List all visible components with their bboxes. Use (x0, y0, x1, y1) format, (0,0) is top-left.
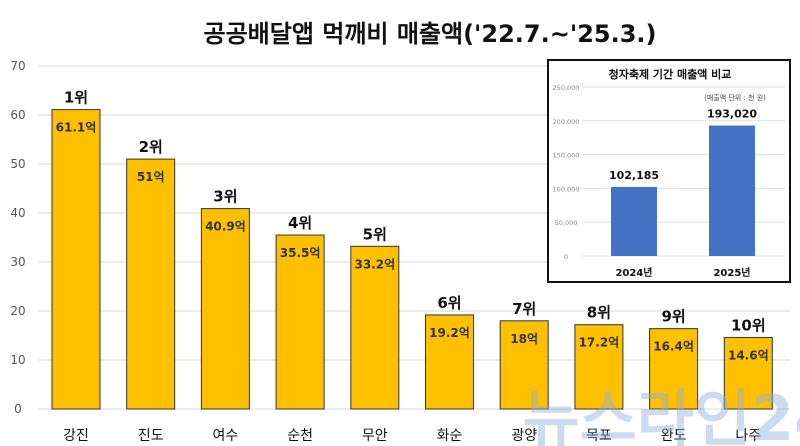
value-label: 19.2억 (429, 326, 470, 340)
x-tick-label: 여수 (213, 428, 239, 444)
value-label: 14.6억 (728, 348, 769, 362)
inset-subtitle: (매출액 단위 : 천 원) (704, 93, 766, 102)
rank-label: 1위 (64, 89, 88, 107)
value-label: 16.4억 (653, 340, 694, 354)
bar (200, 208, 250, 410)
x-tick-label: 광양 (511, 428, 537, 444)
bar (275, 234, 325, 410)
x-tick-label: 나주 (735, 428, 761, 444)
x-tick-label: 목포 (586, 428, 612, 444)
rank-label: 5위 (363, 225, 387, 243)
y-tick-label: 50 (10, 157, 25, 171)
inset-bar (709, 125, 755, 256)
y-tick-label: 40 (10, 206, 25, 220)
y-tick-label: 10 (10, 353, 25, 367)
value-label: 40.9억 (205, 220, 246, 234)
rank-label: 9위 (661, 308, 685, 326)
inset-title: 청자축제 기간 매출액 비교 (609, 67, 732, 81)
bar (649, 328, 699, 410)
inset-y-tick-label: 250,000 (553, 84, 580, 92)
bar (51, 109, 101, 410)
x-tick-label: 순천 (287, 428, 313, 444)
inset-bar (611, 186, 657, 256)
inset-value-label: 193,020 (707, 108, 757, 121)
y-tick-label: 0 (14, 402, 22, 416)
y-tick-label: 60 (10, 108, 25, 122)
inset-y-tick-label: 150,000 (553, 152, 580, 160)
x-tick-label: 완도 (661, 428, 687, 444)
rank-label: 3위 (213, 188, 237, 206)
rank-label: 7위 (512, 300, 536, 318)
x-tick-label: 진도 (138, 428, 164, 444)
inset-y-tick-label: 0 (564, 253, 568, 261)
x-tick-label: 화순 (437, 428, 463, 444)
value-label: 35.5억 (280, 246, 321, 260)
rank-label: 6위 (437, 294, 461, 312)
value-label: 18억 (510, 332, 538, 346)
x-tick-label: 강진 (63, 428, 89, 444)
x-tick-label: 무안 (362, 428, 388, 444)
rank-label: 4위 (288, 214, 312, 232)
rank-label: 8위 (587, 304, 611, 322)
inset-y-tick-label: 100,000 (553, 185, 580, 193)
value-label: 51억 (137, 170, 165, 184)
value-label: 33.2억 (354, 257, 395, 271)
rank-label: 10위 (731, 316, 766, 334)
bar (723, 336, 773, 410)
bar (126, 158, 176, 410)
inset-value-label: 102,185 (609, 169, 659, 182)
bar (350, 245, 400, 410)
value-label: 17.2억 (579, 336, 620, 350)
bar (574, 324, 624, 410)
bar (499, 320, 549, 410)
y-tick-label: 70 (10, 59, 25, 73)
y-tick-label: 20 (10, 304, 25, 318)
value-label: 61.1억 (56, 121, 97, 135)
inset-y-tick-label: 50,000 (555, 219, 578, 227)
rank-label: 2위 (139, 138, 163, 156)
bar (425, 314, 474, 410)
inset-y-tick-label: 200,000 (553, 118, 580, 126)
inset-x-tick-label: 2025년 (713, 266, 750, 279)
watermark: 뉴스라인24 (523, 382, 800, 446)
y-tick-label: 30 (10, 255, 25, 269)
inset-x-tick-label: 2024년 (615, 266, 652, 279)
chart-title: 공공배달앱 먹깨비 매출액('22.7.~'25.3.) (204, 20, 657, 48)
